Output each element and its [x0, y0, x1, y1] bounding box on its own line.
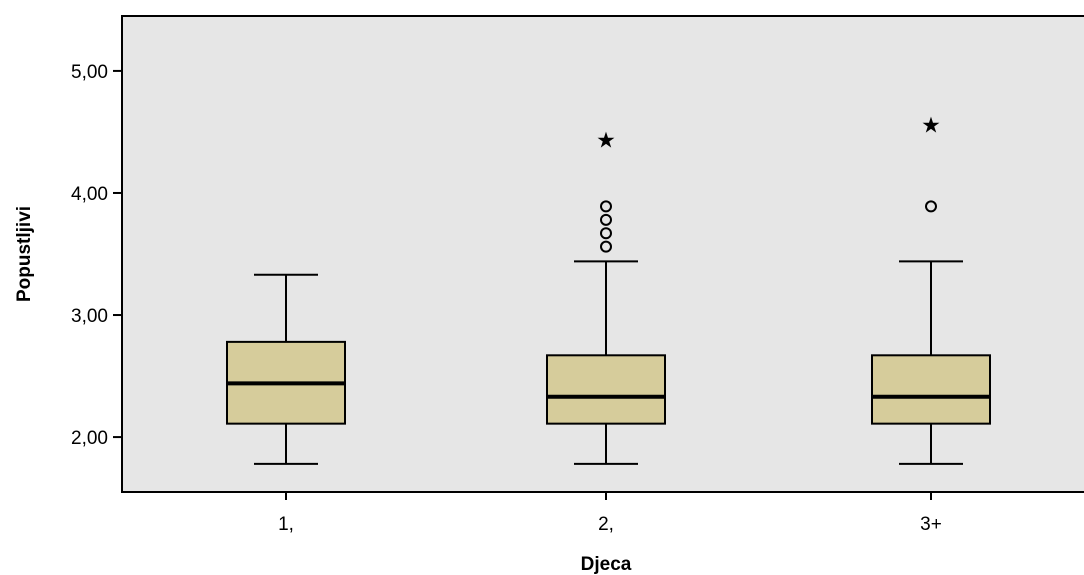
y-axis: 2,00 3,00 4,00 5,00	[71, 62, 122, 449]
y-axis-title: Popustljivi	[14, 206, 35, 302]
x-tick-label-2: 3+	[920, 514, 942, 535]
outlier-1-3	[600, 200, 612, 213]
x-axis: 1, 2, 3+	[278, 492, 942, 535]
box-0	[226, 273, 346, 465]
extreme-2-0: ★	[921, 114, 941, 139]
outlier-2-0	[925, 200, 937, 213]
extreme-1-0: ★	[596, 128, 616, 153]
x-axis-title: Djeca	[581, 554, 632, 575]
y-tick-label-0: 2,00	[71, 428, 108, 449]
y-tick-label-3: 5,00	[71, 62, 108, 83]
outlier-1-1	[600, 227, 612, 240]
y-tick-label-1: 3,00	[71, 306, 108, 327]
box-2: ★	[871, 114, 991, 465]
x-tick-label-0: 1,	[278, 514, 294, 535]
outlier-1-2	[600, 213, 612, 226]
box-1: ★	[546, 128, 666, 465]
x-tick-label-1: 2,	[598, 514, 614, 535]
iqr-box-1	[546, 354, 666, 425]
y-tick-label-2: 4,00	[71, 184, 108, 205]
outlier-1-0	[600, 240, 612, 253]
boxes-group: ★★	[226, 114, 991, 465]
iqr-box-2	[871, 354, 991, 425]
